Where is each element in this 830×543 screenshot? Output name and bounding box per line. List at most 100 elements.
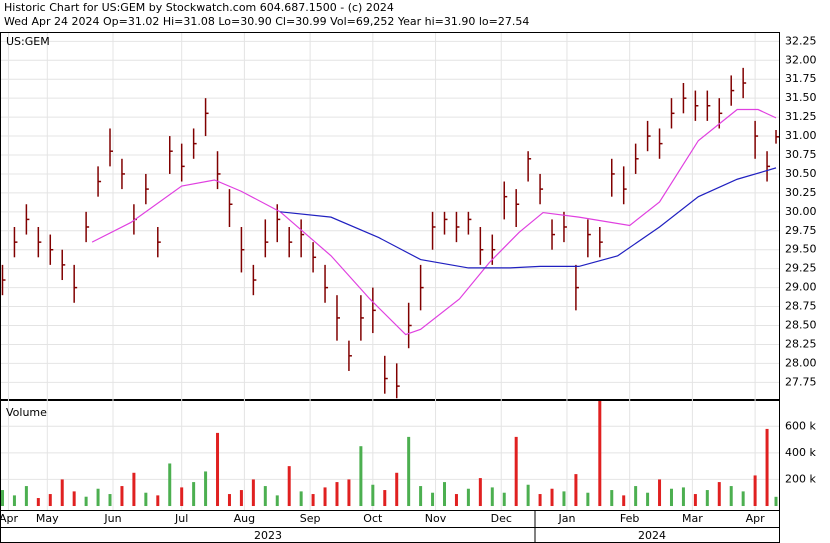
volume-bar (514, 436, 518, 507)
y-tick-label: 31.50 (785, 91, 817, 104)
volume-bar (407, 436, 411, 507)
volume-bar (490, 487, 494, 507)
moving-average (280, 167, 777, 269)
volume-bar (395, 472, 399, 507)
x-tick-label: Feb (620, 512, 639, 525)
price-panel (0, 32, 780, 400)
y-tick-label: 29.75 (785, 224, 817, 237)
volume-panel (0, 400, 780, 511)
volume-bar (108, 494, 112, 507)
y-tick-label: 31.75 (785, 72, 817, 85)
volume-bar (36, 498, 40, 507)
x-tick-label: Apr (746, 512, 766, 525)
x-tick-label: Sep (300, 512, 321, 525)
y-tick-label: 400 k (785, 446, 816, 459)
y-tick-label: 32.25 (785, 34, 817, 47)
volume-bar (419, 486, 423, 507)
x-tick-label: Jul (174, 512, 188, 525)
volume-bar (275, 495, 279, 507)
volume-bar (669, 488, 673, 507)
volume-bar (753, 475, 757, 507)
volume-bar (717, 482, 721, 507)
volume-bar (48, 494, 52, 507)
volume-bar (550, 488, 554, 507)
chart-title: Historic Chart for US:GEM by Stockwatch.… (4, 1, 394, 14)
x-tick-label: Jan (557, 512, 575, 525)
chart-subtitle: Wed Apr 24 2024 Op=31.02 Hi=31.08 Lo=30.… (4, 15, 529, 28)
volume-bar (84, 496, 88, 507)
volume-bar (96, 488, 100, 507)
y-tick-label: 30.75 (785, 148, 817, 161)
volume-bar (693, 494, 697, 507)
volume-bar (347, 479, 351, 507)
volume-bar (263, 486, 267, 507)
volume-bar (431, 492, 435, 507)
volume-bar (12, 495, 16, 507)
volume-bar (454, 494, 458, 507)
volume-bar (598, 401, 602, 507)
y-tick-label: 28.25 (785, 337, 817, 350)
volume-bar (132, 472, 136, 507)
y-tick-label: 600 k (785, 419, 816, 432)
volume-bar (443, 482, 447, 507)
y-tick-label: 29.00 (785, 281, 817, 294)
x-tick-label: May (36, 512, 59, 525)
volume-bar (371, 484, 375, 507)
volume-bar (251, 479, 255, 507)
volume-bar (705, 490, 709, 507)
volume-bar (144, 492, 148, 507)
volume-bar (622, 495, 626, 507)
volume-bar (192, 482, 196, 507)
volume-bar (299, 491, 303, 507)
volume-bar (216, 432, 220, 507)
volume-bar (610, 490, 614, 507)
volume-bar (526, 484, 530, 507)
volume-bar (239, 490, 243, 507)
volume-bar (466, 488, 470, 507)
volume-bar (765, 428, 769, 507)
volume-bar (741, 491, 745, 507)
symbol-label: US:GEM (6, 35, 50, 48)
volume-bar (168, 463, 172, 507)
volume-bar (502, 492, 506, 507)
x-tick-label: Oct (363, 512, 383, 525)
x-tick-label: Jun (103, 512, 121, 525)
volume-bar (574, 474, 578, 507)
volume-bar (0, 490, 4, 507)
volume-bar (359, 446, 363, 507)
volume-bar (658, 479, 662, 507)
volume-bar (311, 494, 315, 507)
y-tick-label: 30.50 (785, 167, 817, 180)
y-tick-label: 29.25 (785, 262, 817, 275)
volume-bar (681, 487, 685, 507)
volume-bar (383, 490, 387, 507)
y-tick-label: 29.50 (785, 243, 817, 256)
y-tick-label: 28.00 (785, 356, 817, 369)
volume-bar (774, 496, 778, 507)
y-tick-label: 30.25 (785, 186, 817, 199)
volume-bar (24, 486, 28, 507)
volume-bar (156, 495, 160, 507)
y-tick-label: 31.00 (785, 129, 817, 142)
volume-bar (120, 486, 124, 507)
y-tick-label: 28.75 (785, 300, 817, 313)
volume-bar (287, 466, 291, 507)
volume-bar (335, 482, 339, 507)
volume-bar (634, 486, 638, 507)
volume-bar (227, 494, 231, 507)
year-label: 2023 (254, 529, 282, 542)
y-tick-label: 200 k (785, 472, 816, 485)
y-tick-label: 27.75 (785, 375, 817, 388)
y-tick-label: 32.00 (785, 53, 817, 66)
x-tick-label: Dec (491, 512, 512, 525)
volume-bar (646, 492, 650, 507)
x-tick-label: Mar (682, 512, 703, 525)
moving-average (91, 108, 777, 336)
volume-bar (72, 491, 76, 507)
y-tick-label: 31.25 (785, 110, 817, 123)
x-tick-label: Nov (425, 512, 447, 525)
volume-bar (478, 478, 482, 507)
x-tick-label: Aug (234, 512, 255, 525)
volume-bar (180, 487, 184, 507)
